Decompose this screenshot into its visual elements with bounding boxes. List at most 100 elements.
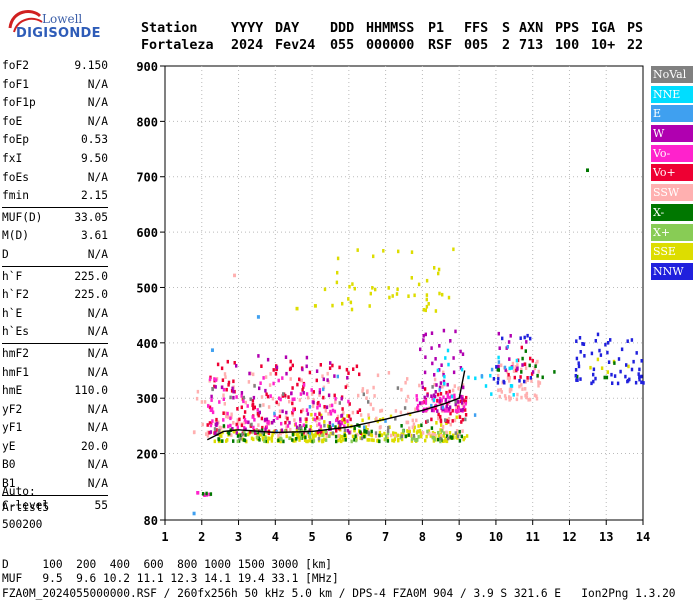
echo-point-vominus: [286, 424, 290, 428]
echo-point-ssw: [232, 421, 235, 425]
echo-point-sse: [361, 418, 364, 423]
echo-point-nnw: [609, 338, 612, 342]
echo-point-noval: [261, 430, 264, 435]
echo-point-vominus: [281, 376, 284, 380]
echo-point-nnw: [619, 369, 622, 374]
echo-point-xminus: [363, 429, 366, 434]
echo-point-vominus: [314, 412, 317, 417]
echo-point-ssw: [220, 426, 223, 430]
param-value: 9.50: [81, 151, 108, 165]
param-key: B1: [2, 477, 16, 491]
echo-point-voplus: [230, 389, 234, 393]
echo-point-noval: [412, 434, 416, 438]
echo-point-sse: [361, 432, 364, 437]
echo-point-ssw: [433, 433, 436, 437]
echo-point-ssw: [414, 407, 417, 412]
echo-point-ssw: [373, 394, 376, 398]
echo-point-sse: [305, 419, 308, 424]
echo-point-ssw: [387, 371, 391, 375]
echo-point-xminus: [227, 430, 230, 435]
param-row-he: h`E N/A: [2, 305, 108, 324]
param-row-hmf2: hmF2 N/A: [2, 345, 108, 364]
echo-point-nne: [447, 362, 450, 367]
echo-point-w: [509, 334, 512, 338]
param-key: fmin: [2, 189, 29, 203]
echo-point-ssw: [223, 402, 226, 406]
plot-frame: [164, 65, 644, 521]
echo-point-voplus: [215, 428, 218, 432]
scaled-trace-line: [206, 370, 466, 441]
header-value-0: Fortaleza: [141, 38, 214, 53]
echo-point-ssw: [306, 395, 310, 400]
echo-point-ssw: [521, 387, 524, 391]
echo-point-noval: [300, 425, 303, 430]
echo-point-sse: [310, 412, 313, 417]
echo-point-vominus: [226, 411, 229, 416]
echo-point-ssw: [243, 420, 246, 425]
echo-point-nne: [474, 376, 477, 381]
echo-point-nnw: [529, 376, 532, 380]
echo-point-nnw: [496, 381, 500, 385]
echo-point-sse: [425, 297, 428, 302]
echo-point-nnw: [642, 381, 645, 385]
echo-point-xminus: [520, 370, 523, 374]
echo-point-voplus: [356, 410, 359, 414]
echo-point-w: [346, 376, 349, 380]
echo-point-voplus: [520, 345, 523, 350]
echo-point-ssw: [505, 369, 509, 374]
echo-point-voplus: [291, 386, 294, 390]
echo-point-voplus: [316, 401, 319, 406]
echo-point-xminus: [407, 433, 410, 437]
echo-point-w: [461, 397, 464, 401]
echo-point-ssw: [367, 413, 370, 417]
echo-point-sse: [285, 434, 288, 439]
echo-point-voplus: [343, 417, 346, 422]
echo-point-sse: [351, 434, 355, 439]
echo-point-w: [328, 421, 332, 425]
echo-point-xminus: [378, 433, 381, 438]
echo-point-w: [284, 355, 288, 359]
echo-point-sse: [349, 300, 353, 305]
echo-point-noval: [403, 406, 407, 410]
legend-item-xplus: X+: [651, 223, 693, 241]
echo-point-xminus: [363, 434, 366, 439]
echo-point-voplus: [286, 416, 289, 421]
echo-point-noval: [374, 431, 378, 435]
echo-point-noval: [360, 436, 364, 441]
echo-point-w: [442, 379, 446, 384]
echo-point-ssw: [412, 422, 416, 427]
echo-point-vominus: [222, 418, 225, 422]
echo-point-voplus: [446, 419, 449, 423]
echo-point-xplus: [280, 437, 283, 441]
echo-point-noval: [367, 400, 370, 404]
echo-point-xplus: [264, 436, 267, 440]
echo-point-sse: [425, 293, 429, 297]
legend-item-xminus: X-: [651, 203, 693, 221]
echo-point-sse: [378, 430, 382, 435]
echo-point-sse: [245, 439, 248, 444]
echo-point-ssw: [195, 396, 199, 401]
param-row-hf2: h`F2 225.0: [2, 286, 108, 305]
echo-point-noval: [331, 431, 334, 435]
echo-point-ssw: [508, 387, 512, 392]
echo-point-vominus: [299, 419, 302, 423]
echo-point-voplus: [296, 382, 299, 387]
echo-point-sse: [425, 278, 429, 283]
echo-point-nnw: [495, 365, 498, 369]
autoscaling-info: Auto: Artist5 500200: [2, 484, 49, 533]
echo-point-xminus: [277, 438, 280, 443]
echo-point-w: [258, 386, 261, 391]
echo-point-noval: [362, 392, 365, 397]
echo-point-sse: [389, 414, 393, 419]
echo-point-sse: [308, 438, 311, 443]
echo-point-voplus: [439, 392, 443, 396]
echo-point-vominus: [302, 423, 305, 428]
echo-point-ssw: [500, 363, 503, 368]
echo-point-nne: [484, 384, 488, 388]
echo-point-xminus: [305, 424, 308, 428]
echo-point-sse: [359, 436, 362, 440]
echo-point-xminus: [304, 435, 307, 440]
x-tick-label: 6: [345, 530, 352, 544]
echo-point-nnw: [590, 351, 594, 356]
echo-point-voplus: [349, 417, 352, 422]
